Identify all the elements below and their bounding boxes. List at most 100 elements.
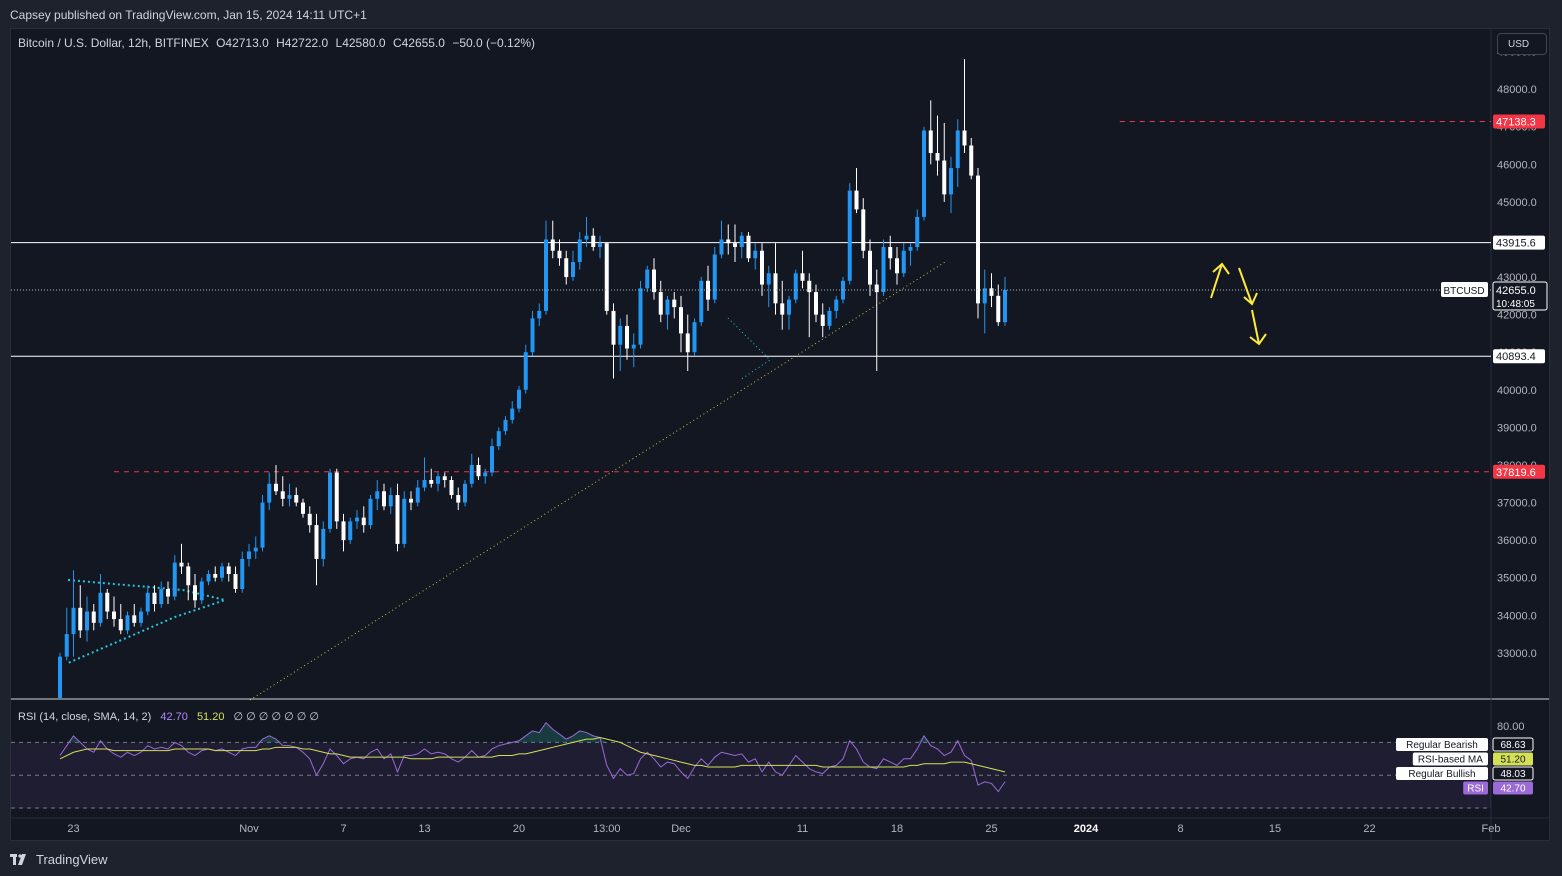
x-tick-label: Dec (671, 823, 691, 835)
candle-body (881, 246, 886, 293)
candle-body (307, 513, 312, 526)
candle-body (760, 250, 764, 285)
rsi-value-bg (1493, 781, 1533, 795)
candle-body (672, 299, 677, 308)
candle-body (577, 239, 582, 263)
candle-body (442, 476, 447, 481)
level-label: 43915.6 (1496, 238, 1536, 250)
candle-body (247, 551, 251, 559)
candle-body (1003, 290, 1007, 323)
candle-body (962, 130, 967, 146)
rsi-indicator-name[interactable]: RSI (14, close, SMA, 14, 2) (18, 711, 152, 723)
candle-body (71, 607, 76, 635)
footer-brand[interactable]: TradingView (10, 852, 108, 867)
y-tick-label: 37000.0 (1497, 498, 1537, 510)
candle-body (969, 145, 974, 176)
candle-body (915, 216, 920, 247)
candle-body (827, 310, 832, 326)
candle-body (611, 310, 616, 345)
candle-body (490, 446, 494, 473)
candle-body (807, 280, 812, 293)
candle-body (591, 235, 596, 247)
x-tick-label: 23 (67, 823, 79, 835)
rsi-value-label: 42.70 (1500, 784, 1525, 795)
level-label: 47138.3 (1496, 117, 1536, 129)
y-tick-label: 35000.0 (1497, 573, 1537, 585)
candle-body (976, 175, 980, 304)
candle-body (274, 483, 278, 492)
candle-body (469, 464, 474, 484)
candle-body (685, 333, 690, 353)
rsi-value-label: 48.03 (1500, 769, 1525, 780)
candle-body (456, 495, 461, 503)
y-tick-label: 42000.0 (1497, 310, 1537, 322)
ohlc-open: O42713.0 (216, 36, 269, 50)
symbol-legend: Bitcoin / U.S. Dollar, 12h, BITFINEX O42… (18, 36, 539, 50)
candle-body (159, 589, 164, 605)
last-price-label: 42655.0 (1496, 285, 1536, 297)
candle-body (395, 495, 400, 544)
candle-body (625, 325, 629, 349)
candle-body (503, 419, 508, 432)
candle-body (773, 273, 778, 304)
candle-body (139, 611, 143, 623)
candle-body (193, 585, 197, 601)
rsi-label-tag: RSI (1467, 784, 1484, 795)
y-tick-label: 46000.0 (1497, 159, 1537, 171)
candle-body (112, 611, 116, 620)
candle-body (989, 288, 994, 296)
rsi-label-tag-bg (1412, 752, 1488, 766)
candle-body (267, 483, 272, 503)
x-tick-label: 20 (513, 823, 525, 835)
published-info: Capsey published on TradingView.com, Jan… (10, 8, 367, 22)
down-arrow-head (1243, 292, 1258, 306)
candle-body (753, 250, 758, 259)
rsi-line (59, 721, 1006, 793)
candle-body (314, 525, 319, 559)
candle-body (334, 472, 339, 522)
candle-body (287, 495, 292, 499)
candle-body (361, 517, 366, 526)
level-label-bg (1493, 114, 1545, 129)
currency-button[interactable]: USD (1497, 33, 1547, 55)
candle-body (118, 619, 123, 631)
candle-body (949, 168, 953, 195)
candle-body (85, 611, 89, 631)
candle-body (618, 325, 623, 345)
ohlc-low: L42580.0 (335, 36, 386, 50)
candle-body (179, 562, 184, 567)
candle-body (463, 483, 467, 503)
level-label: 40893.4 (1496, 351, 1536, 363)
candle-body (847, 190, 852, 281)
rsi-ma-current-value: 51.20 (196, 711, 225, 723)
candle-body (598, 243, 602, 247)
candle-body (429, 480, 434, 484)
candle-body (523, 352, 528, 390)
brand-name: TradingView (36, 852, 108, 867)
candle-body (388, 495, 393, 507)
candle-body (631, 344, 636, 349)
candle-body (550, 239, 555, 251)
x-tick-label: Feb (1482, 823, 1501, 835)
x-tick-label: Nov (239, 823, 259, 835)
candle-body (571, 262, 575, 278)
up-arrow-head (1212, 262, 1230, 275)
chart-panel[interactable] (10, 28, 1550, 841)
rsi-legend: RSI (14, close, SMA, 14, 2) 42.70 51.20 … (18, 710, 325, 723)
candle-body (834, 299, 839, 311)
tradingview-logo-icon (10, 853, 26, 865)
candle-body (699, 280, 704, 323)
up-arrow (1210, 263, 1223, 299)
wedge-pattern (727, 317, 771, 381)
y-tick-label: 45000.0 (1497, 197, 1537, 209)
candle-body (206, 573, 211, 582)
candle-body (233, 573, 238, 590)
candle-body (996, 295, 1001, 323)
candle-body (436, 476, 440, 484)
candle-body (341, 521, 346, 541)
level-label-bg (1493, 464, 1545, 479)
candle-body (928, 130, 933, 154)
top-bar: Capsey published on TradingView.com, Jan… (0, 0, 1562, 28)
last-price-box (1492, 281, 1548, 311)
